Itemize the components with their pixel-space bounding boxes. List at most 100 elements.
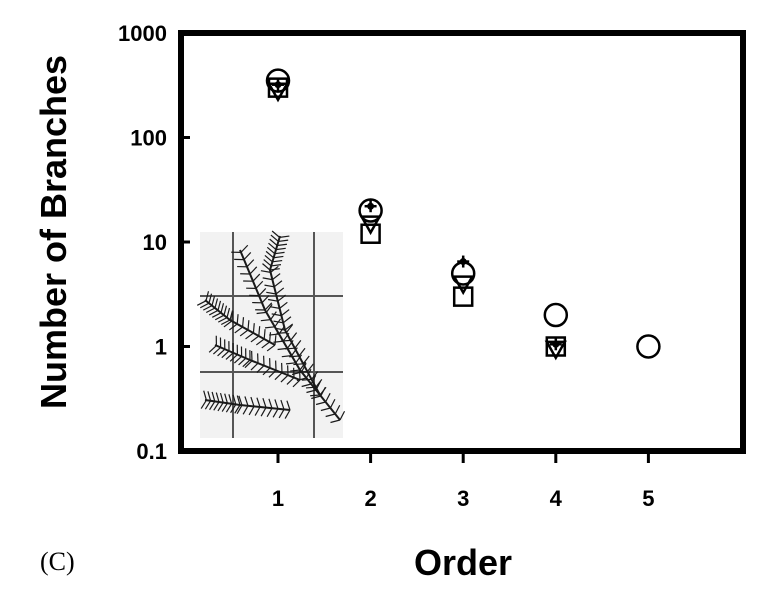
- fern-leaflet: [280, 399, 285, 410]
- fern-leaflet: [306, 363, 314, 372]
- fern-leaflet: [250, 396, 255, 407]
- fern-leaflet: [277, 294, 286, 302]
- fern-leaflet: [213, 401, 220, 411]
- fern-leaflet: [271, 313, 282, 317]
- fern-leaflet: [219, 392, 224, 403]
- fern-leaflet: [280, 339, 291, 342]
- square-marker: [452, 286, 474, 307]
- fern-leaflet: [279, 235, 290, 238]
- panel-label: (C): [40, 547, 75, 576]
- fern-leaflet: [225, 352, 234, 360]
- fern-leaflet: [269, 306, 280, 309]
- fern-leaflet: [292, 379, 301, 388]
- fern-leaflet: [203, 390, 207, 401]
- fern-leaflet: [258, 288, 267, 297]
- fern-leaflet: [236, 404, 243, 415]
- fern-leaflet: [264, 326, 275, 329]
- fern-leaflet: [208, 309, 219, 316]
- fern-leaflet: [290, 332, 298, 341]
- fern-leaflet: [269, 238, 278, 246]
- fern-leaflet: [263, 259, 272, 267]
- fern-leaflet: [264, 284, 275, 288]
- x-axis: 1 2 3 4 5: [272, 454, 655, 511]
- fern-leaflet: [261, 295, 270, 304]
- fern-leaflet: [280, 374, 289, 383]
- circle-marker: [265, 68, 291, 93]
- y-axis: 0.1 1 10 100 1000: [118, 21, 190, 464]
- fern-leaflet: [248, 406, 255, 416]
- y-tick-label: 1000: [118, 21, 167, 46]
- fern-leaflet: [220, 319, 231, 326]
- fern-leaflet: [217, 317, 228, 323]
- fern-leaflet: [229, 310, 234, 321]
- fern-leaflet: [228, 394, 233, 404]
- fern-leaflet: [204, 400, 212, 410]
- fern-leaflet: [262, 263, 271, 271]
- fern-leaflet: [270, 311, 277, 320]
- fern-leaflet: [205, 291, 210, 301]
- fern-leaflet: [245, 332, 254, 340]
- fern-leaflet: [214, 298, 219, 309]
- fern-leaflet: [269, 268, 280, 271]
- fern-leaflet: [268, 398, 273, 409]
- fern-leaflet: [315, 379, 323, 388]
- fern-leaflet: [271, 264, 282, 267]
- fern-leaflet: [325, 413, 336, 418]
- fern-leaflet: [254, 406, 261, 416]
- fern-leaflet: [233, 355, 243, 364]
- fern-leaflet: [223, 320, 233, 328]
- fern-leaflet: [265, 304, 273, 313]
- fern-leaflet: [297, 371, 308, 373]
- fern-leaflet: [266, 291, 277, 295]
- fern-leaflet: [217, 348, 226, 357]
- fern-leaflet: [279, 301, 288, 309]
- fern-leaflet: [285, 362, 296, 365]
- fern-leaflet: [286, 377, 295, 385]
- cross-marker: [272, 78, 284, 91]
- fern-leaflet: [239, 329, 249, 337]
- fern-leaflet: [256, 311, 267, 315]
- fern-leaflet: [256, 397, 261, 408]
- data-points: [265, 68, 661, 361]
- fern-leaflet: [250, 362, 259, 371]
- square-marker: [267, 77, 289, 98]
- fern-leaflet: [275, 327, 286, 331]
- fern-leaflet: [244, 396, 249, 406]
- fern-leaflet: [266, 407, 273, 418]
- fern-leaflet: [260, 270, 271, 273]
- fern-leaflet: [208, 293, 213, 304]
- fern-leaflet: [220, 303, 225, 313]
- fern-leaflet: [246, 259, 255, 268]
- fern-leaflet: [301, 378, 312, 381]
- fern-leaflet: [295, 354, 303, 364]
- fern-leaflet: [228, 323, 238, 331]
- fern-leaflet: [334, 404, 341, 415]
- x-axis-title: Order: [414, 542, 512, 583]
- fern-leaflet: [208, 345, 217, 353]
- fern-leaflet: [270, 234, 279, 242]
- fern-leaflet: [247, 320, 250, 331]
- fern-leaflet: [264, 302, 273, 311]
- fern-leaflet: [256, 365, 265, 373]
- x-tick-label: 2: [364, 486, 376, 511]
- fern-leaflet: [302, 355, 310, 365]
- fern-leaflet: [310, 394, 321, 397]
- fern-leaflet: [274, 251, 285, 255]
- y-tick-label: 1: [155, 335, 167, 360]
- fern-leaflet: [249, 266, 258, 275]
- fern-leaflet: [224, 393, 228, 404]
- fern-leaflet: [200, 399, 207, 409]
- fern-leaflet: [311, 395, 321, 400]
- fern-leaflet: [285, 324, 293, 333]
- fern-leaflet: [293, 363, 304, 366]
- fern-leaflet: [268, 369, 277, 378]
- triangle-marker: [452, 275, 475, 296]
- fern-leaflet: [225, 403, 233, 413]
- fern-leaflet: [273, 280, 283, 288]
- fern-leaflet: [221, 402, 228, 412]
- fern-leaflet: [263, 329, 266, 340]
- fern-leaflet: [301, 362, 307, 373]
- fern-frond: [196, 230, 346, 424]
- fern-leaflet: [211, 312, 222, 318]
- fern-leaflet: [284, 409, 291, 419]
